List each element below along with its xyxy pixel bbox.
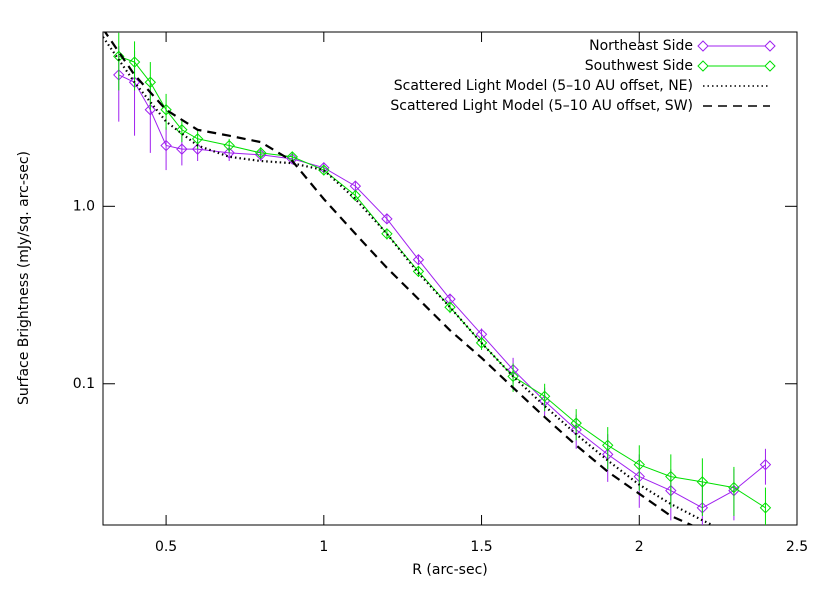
x-tick-label: 1: [319, 539, 328, 555]
y-tick-label: 1.0: [73, 198, 95, 214]
data-point: [255, 147, 267, 159]
data-point: [538, 390, 551, 402]
data-point: [602, 439, 614, 452]
data-point: [113, 50, 125, 63]
series-line: [103, 32, 694, 525]
data-point: [144, 76, 157, 88]
legend-label: Scattered Light Model (5–10 AU offset, S…: [390, 98, 693, 114]
y-tick-label: 0.1: [73, 376, 95, 392]
data-point: [160, 139, 172, 152]
data-point: [286, 153, 298, 165]
data-point: [444, 301, 456, 313]
legend-marker: [764, 40, 776, 52]
data-point: [759, 502, 772, 514]
data-point: [176, 143, 188, 155]
data-point: [381, 228, 393, 240]
data-point: [128, 56, 141, 68]
plot-frame: [102, 31, 798, 526]
data-point: [696, 476, 709, 488]
data-point: [160, 104, 172, 116]
x-tick-label: 1.5: [470, 539, 492, 555]
data-point: [223, 139, 235, 152]
data-point: [507, 370, 519, 383]
plot-area: [103, 32, 772, 525]
x-tick-label: 0.5: [155, 539, 177, 555]
data-point: [728, 481, 740, 494]
legend-marker: [764, 60, 776, 72]
data-point: [191, 133, 204, 145]
legend-label: Scattered Light Model (5–10 AU offset, N…: [394, 78, 693, 94]
data-point: [759, 458, 772, 471]
legend-marker: [697, 40, 709, 52]
legend-label: Northeast Side: [589, 38, 693, 54]
y-axis-label: Surface Brightness (mJy/sq. arc-sec): [16, 151, 32, 405]
data-point: [633, 458, 645, 471]
legend-label: Southwest Side: [585, 58, 693, 74]
data-point: [570, 417, 582, 429]
x-tick-label: 2: [635, 539, 644, 555]
data-point: [144, 104, 157, 116]
x-tick-label: 2.5: [786, 539, 808, 555]
data-point: [223, 147, 235, 159]
data-point: [412, 254, 425, 266]
series-line: [118, 74, 766, 509]
data-point: [475, 337, 488, 349]
legend-marker: [697, 60, 709, 72]
data-point: [349, 189, 362, 202]
series-line: [103, 36, 715, 525]
data-point: [381, 213, 393, 225]
x-axis-label: R (arc-sec): [412, 562, 487, 578]
data-point: [665, 470, 677, 483]
series-line: [118, 55, 766, 509]
